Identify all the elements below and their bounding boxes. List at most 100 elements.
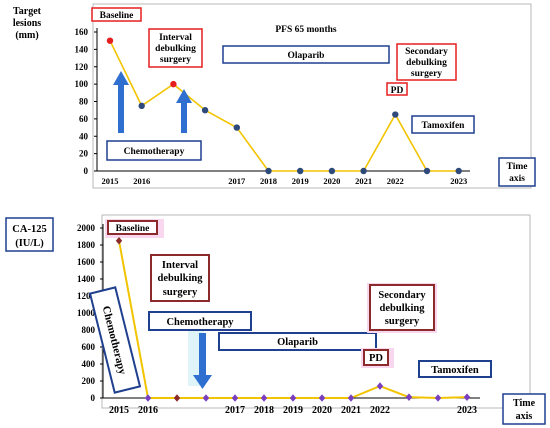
top-y-tick-label: 160 [75, 27, 89, 37]
top-y-tick-label: 140 [75, 44, 89, 54]
bottom-x-tick-label: 2016 [138, 405, 158, 416]
bottom-chemo-vertical-box [88, 286, 142, 394]
bottom-markers [115, 236, 471, 402]
top-secondary-line1: Secondary [405, 47, 448, 57]
top-x-tick-label: 2020 [323, 176, 340, 186]
top-secondary-box [396, 43, 457, 81]
top-xlabel-line2: axis [509, 174, 525, 184]
top-tamoxifen-label: Tamoxifen [422, 121, 466, 131]
top-data-point [328, 167, 336, 175]
top-baseline-box [91, 7, 142, 22]
bottom-data-point [260, 394, 268, 402]
top-ylabel-line1: Target [13, 6, 42, 17]
top-pfs-box [268, 21, 344, 36]
bottom-x-tick-label: 2019 [283, 405, 303, 416]
top-secondary-line2: debulking [406, 58, 447, 68]
top-x-tick-label: 2019 [292, 176, 309, 186]
top-data-point [106, 37, 114, 44]
top-pfs-label: PFS 65 months [275, 25, 337, 35]
bottom-interval-box [150, 254, 210, 302]
bottom-data-point [376, 382, 384, 390]
bottom-y-tick-label: 1400 [77, 274, 96, 284]
top-olaparib-label: Olaparib [288, 51, 325, 61]
bottom-interval-line1: Interval [162, 260, 198, 271]
bottom-pd-label: PD [369, 353, 383, 364]
top-ylabel-line3: (mm) [15, 30, 38, 41]
bottom-xlabel-box [502, 393, 546, 425]
top-chemotherapy-box [106, 140, 202, 161]
top-pd-label: PD [391, 86, 404, 96]
top-data-point [265, 167, 272, 175]
top-data-point [297, 167, 304, 175]
bottom-y-tick-label: 2000 [77, 223, 96, 233]
top-olaparib-box [222, 45, 390, 64]
bottom-xlabel-line1: Time [513, 398, 536, 409]
top-arrow-up-icon [176, 89, 192, 133]
bottom-data-point [173, 394, 181, 402]
top-data-point [360, 167, 367, 175]
bottom-data-point [434, 394, 442, 402]
top-y-tick-label: 100 [75, 79, 89, 89]
bottom-x-tick-label: 2017 [225, 405, 245, 416]
bottom-chemotherapy-box [148, 311, 252, 331]
bottom-arrow-down-icon [193, 333, 212, 389]
bottom-y-tick-label: 1000 [77, 308, 96, 318]
bottom-x-tick-label: 2018 [254, 405, 274, 416]
bottom-secondary-line2: debulking [380, 303, 426, 314]
top-x-tick-label: 2021 [355, 176, 372, 186]
bottom-x-tick-label: 2015 [109, 405, 129, 416]
bottom-y-tick-label: 0 [91, 393, 96, 403]
bottom-pd-box [363, 349, 389, 366]
top-xlabel-line1: Time [507, 162, 528, 172]
bottom-data-point [231, 394, 239, 402]
top-baseline-label: Baseline [100, 11, 134, 21]
bottom-secondary-line3: surgery [385, 316, 420, 327]
top-data-point [392, 111, 399, 118]
bottom-tamoxifen-label: Tamoxifen [431, 365, 479, 376]
top-y-tick-label: 40 [79, 131, 89, 141]
bottom-y-tick-label: 1800 [77, 240, 96, 250]
bottom-interval-line2: debulking [158, 273, 204, 284]
top-data-point [138, 102, 145, 110]
bottom-y-tick-label: 400 [82, 359, 96, 369]
bottom-data-point [202, 394, 210, 402]
top-interval-line2: debulking [155, 44, 196, 54]
bottom-x-tick-label: 2023 [457, 405, 477, 416]
top-y-tick-label: 0 [84, 166, 89, 176]
bottom-chart: CA-125 (IU/L) Time axis 0 200 400 600 800 100… [5, 214, 546, 425]
top-secondary-line3: surgery [411, 69, 442, 79]
bottom-y-tick-label: 200 [82, 376, 96, 386]
top-y-tick-label: 20 [79, 149, 89, 159]
top-x-tick-label: 2017 [228, 176, 246, 186]
bottom-baseline-box [107, 220, 158, 235]
top-data-point [423, 167, 431, 175]
top-interval-box [148, 28, 203, 68]
top-x-tick-label: 2023 [450, 176, 467, 186]
top-arrow-up-icon [113, 71, 129, 133]
top-xlabel-box [498, 157, 536, 187]
bottom-y-tick-label: 1200 [77, 291, 96, 301]
top-markers [106, 37, 462, 175]
bottom-ylabel-line2: (IU/L) [15, 238, 44, 249]
bottom-annotations: Baseline Interval debulking surgery Chem… [88, 219, 492, 394]
top-data-point [201, 106, 209, 114]
top-tamoxifen-box [411, 115, 475, 134]
top-x-tick-label: 2018 [260, 176, 277, 186]
top-series-line [109, 40, 459, 172]
bottom-data-point [318, 394, 326, 402]
bottom-data-point [347, 394, 355, 402]
bottom-baseline-label: Baseline [116, 224, 150, 234]
bottom-ylabel-box [5, 217, 54, 252]
bottom-interval-line3: surgery [163, 287, 198, 298]
top-axes: 0 20 40 60 80 100 120 140 160 2015 2016 2017 2018 201… [75, 27, 470, 186]
top-data-point [233, 124, 240, 131]
top-pd-box [386, 82, 408, 96]
bottom-xlabel-line2: axis [516, 411, 533, 422]
top-x-tick-label: 2022 [387, 176, 404, 186]
top-data-point [170, 80, 177, 88]
top-chart: Target lesions (mm) Time axis 0 20 40 60 80 1… [13, 3, 536, 189]
bottom-y-tick-label: 1600 [77, 257, 96, 267]
top-y-tick-label: 60 [79, 114, 89, 124]
bottom-x-tick-label: 2020 [312, 405, 332, 416]
